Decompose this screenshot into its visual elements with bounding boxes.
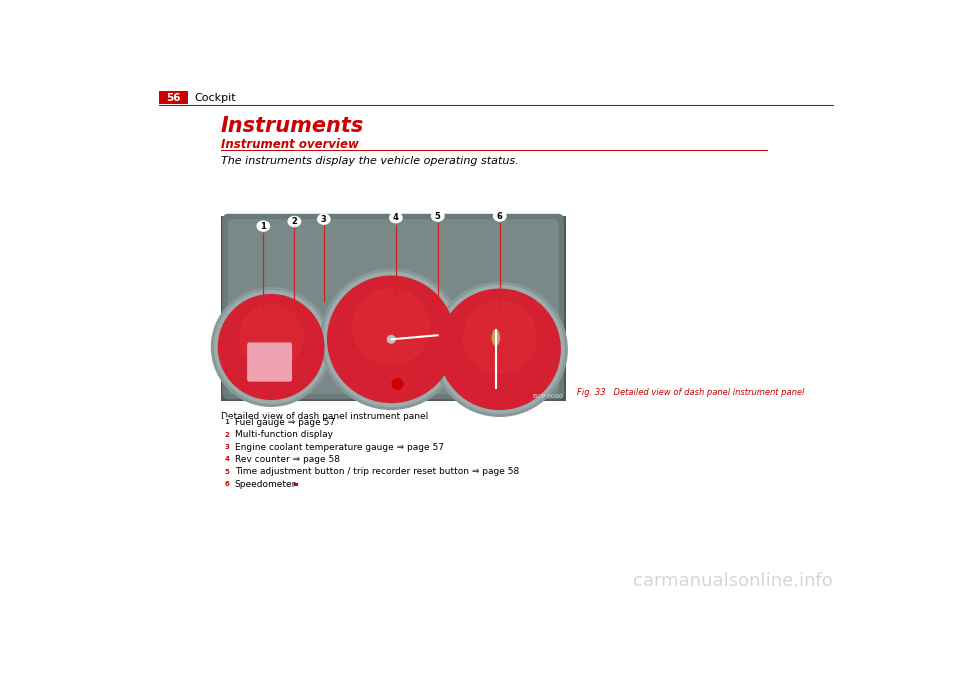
Circle shape — [223, 455, 231, 464]
Text: 5: 5 — [225, 468, 229, 475]
Circle shape — [440, 290, 561, 410]
Text: Fuel gauge ⇒ page 57: Fuel gauge ⇒ page 57 — [234, 418, 335, 427]
Text: Cockpit: Cockpit — [194, 92, 236, 102]
Circle shape — [223, 479, 231, 489]
Text: 4: 4 — [225, 456, 229, 462]
Circle shape — [432, 282, 567, 416]
Text: 3: 3 — [321, 215, 326, 224]
Text: Speedometer: Speedometer — [234, 479, 296, 489]
Ellipse shape — [257, 221, 270, 231]
Circle shape — [211, 287, 331, 406]
Circle shape — [436, 285, 564, 413]
Circle shape — [223, 467, 231, 477]
Text: 3: 3 — [225, 444, 229, 450]
Text: 4: 4 — [393, 213, 398, 222]
FancyBboxPatch shape — [228, 219, 559, 394]
Text: 2: 2 — [292, 217, 298, 226]
Circle shape — [223, 418, 231, 427]
FancyBboxPatch shape — [247, 342, 292, 382]
Text: 2: 2 — [225, 432, 229, 438]
Text: Multi-function display: Multi-function display — [234, 431, 333, 439]
Ellipse shape — [390, 213, 402, 222]
Text: carmanualsonline.info: carmanualsonline.info — [634, 572, 833, 590]
Text: Fig. 33   Detailed view of dash panel instrument panel: Fig. 33 Detailed view of dash panel inst… — [577, 388, 804, 397]
Ellipse shape — [432, 211, 444, 221]
Text: 6: 6 — [497, 212, 503, 220]
Circle shape — [464, 301, 536, 374]
Circle shape — [327, 276, 455, 403]
Text: 1: 1 — [260, 222, 266, 231]
Text: 56: 56 — [166, 92, 180, 102]
Text: Time adjustment button / trip recorder reset button ⇒ page 58: Time adjustment button / trip recorder r… — [234, 467, 519, 476]
Circle shape — [239, 305, 302, 368]
Circle shape — [214, 291, 327, 403]
Circle shape — [324, 273, 459, 406]
Text: 1: 1 — [225, 420, 229, 426]
FancyBboxPatch shape — [223, 214, 564, 399]
Text: Rev counter ⇒ page 58: Rev counter ⇒ page 58 — [234, 455, 340, 464]
Ellipse shape — [493, 211, 506, 221]
FancyBboxPatch shape — [221, 216, 565, 401]
Text: Detailed view of dash panel instrument panel: Detailed view of dash panel instrument p… — [221, 412, 428, 422]
FancyBboxPatch shape — [158, 91, 188, 104]
Text: 5: 5 — [435, 212, 441, 220]
Ellipse shape — [492, 330, 499, 346]
Text: The instruments display the vehicle operating status.: The instruments display the vehicle oper… — [221, 157, 518, 166]
Circle shape — [392, 378, 403, 389]
Circle shape — [223, 430, 231, 439]
Circle shape — [223, 443, 231, 452]
Text: 6: 6 — [225, 481, 229, 487]
Circle shape — [321, 269, 462, 410]
Text: Instrument overview: Instrument overview — [221, 138, 359, 151]
Circle shape — [353, 289, 429, 365]
Ellipse shape — [288, 216, 300, 226]
Ellipse shape — [318, 214, 330, 224]
Text: BCP 0090: BCP 0090 — [533, 394, 563, 399]
Circle shape — [219, 295, 324, 399]
FancyBboxPatch shape — [295, 483, 299, 486]
Text: Engine coolant temperature gauge ⇒ page 57: Engine coolant temperature gauge ⇒ page … — [234, 443, 444, 452]
Circle shape — [388, 336, 396, 343]
Text: Instruments: Instruments — [221, 116, 364, 136]
